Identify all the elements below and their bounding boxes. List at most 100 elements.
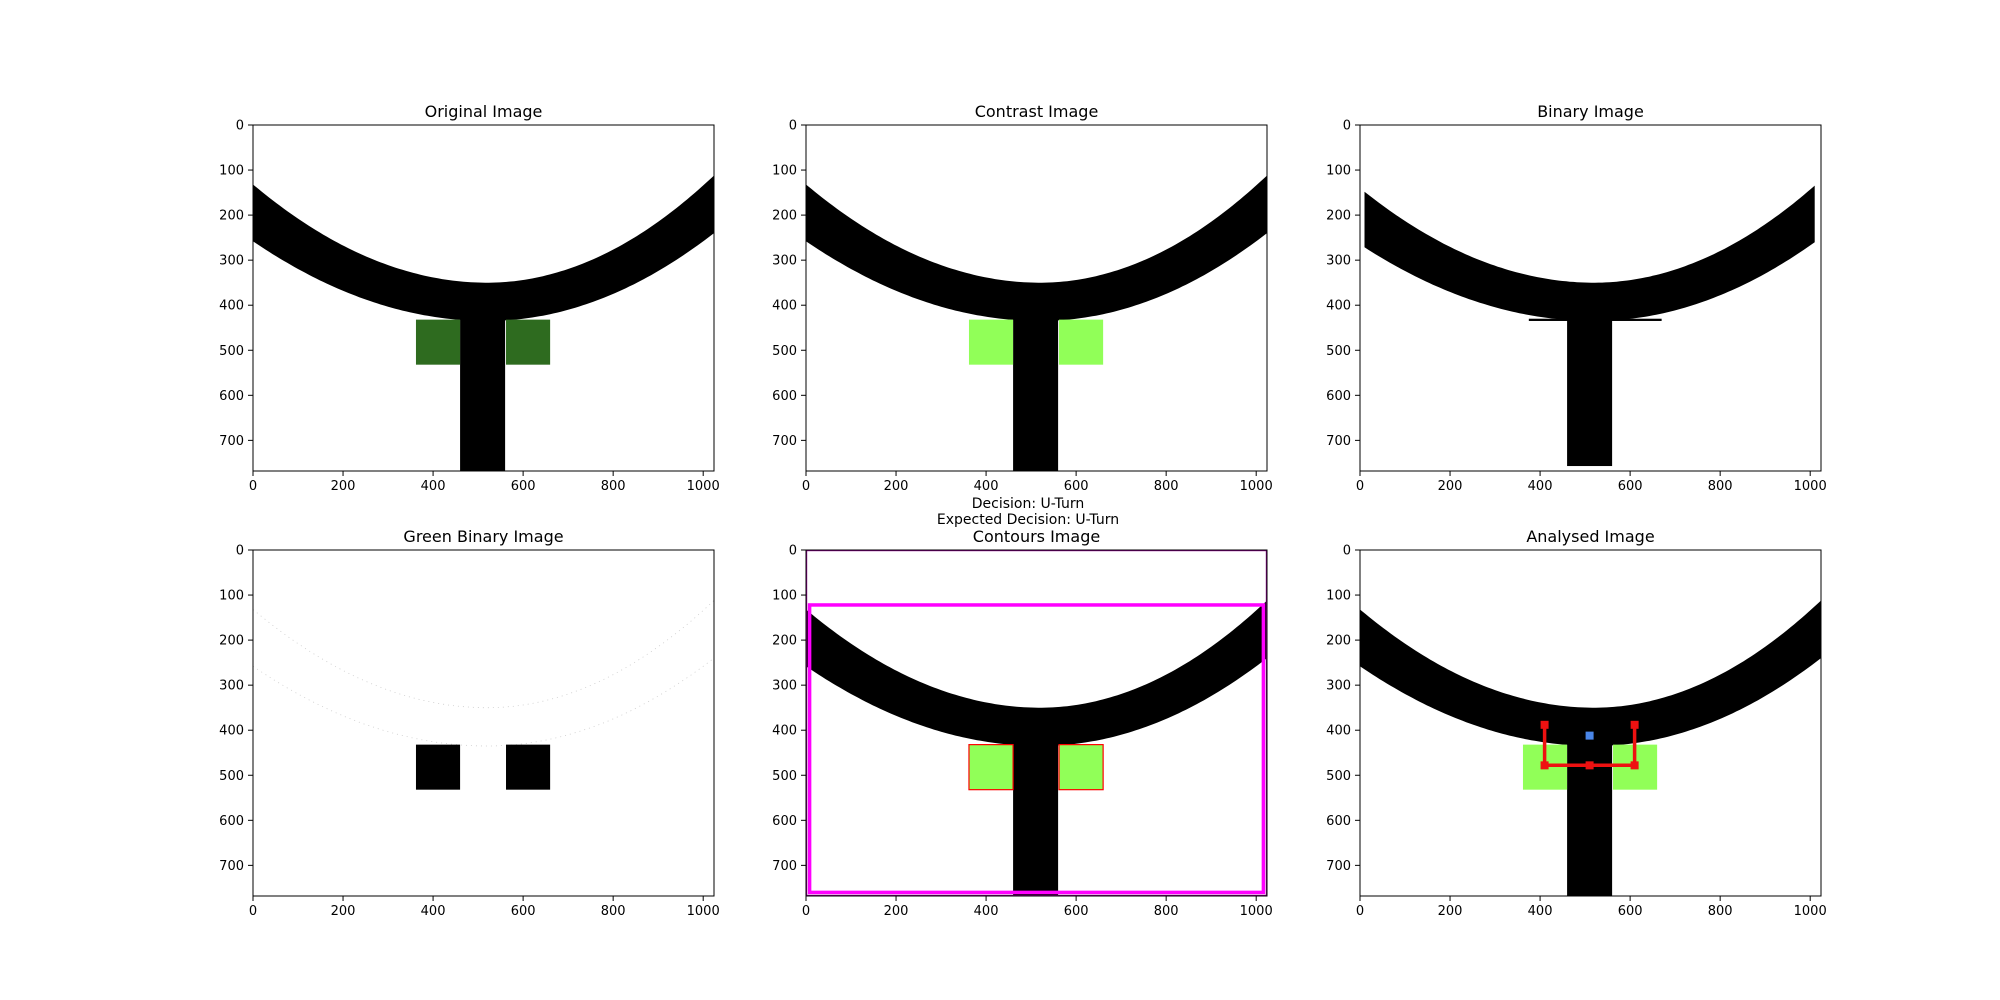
x-tick-label: 1000 [1240, 479, 1273, 494]
green-marker-2 [1059, 319, 1104, 365]
y-tick-label: 700 [772, 859, 797, 874]
x-tick-label: 200 [1438, 479, 1463, 494]
y-tick-label: 600 [219, 814, 244, 829]
x-tick-label: 200 [331, 479, 356, 494]
faint-track-edge [253, 600, 714, 709]
axes-frame [252, 549, 715, 897]
y-tick-label: 0 [1343, 544, 1351, 559]
y-tick-label: 700 [772, 434, 797, 449]
x-tick-label: 600 [1618, 904, 1643, 919]
y-tick-label: 300 [219, 254, 244, 269]
x-tick-label: 400 [421, 904, 446, 919]
analysis-point-2 [1540, 761, 1549, 770]
x-tick-label: 0 [802, 479, 810, 494]
subplot-6: Analysed Image 0 200 400 600 800 1000 0 100 200 30… [1326, 527, 1827, 919]
y-tick-label: 300 [772, 679, 797, 694]
y-tick-label: 600 [219, 389, 244, 404]
x-tick-label: 0 [249, 904, 257, 919]
green-contour-2 [1058, 744, 1104, 791]
x-tick-label: 800 [1154, 904, 1179, 919]
y-tick-label: 0 [1343, 119, 1351, 134]
track-stem [1013, 305, 1059, 471]
x-tick-label: 400 [974, 479, 999, 494]
y-tick-label: 600 [1326, 389, 1351, 404]
y-tick-label: 0 [789, 119, 797, 134]
analysis-point-3 [1585, 761, 1594, 770]
x-tick-label: 200 [884, 904, 909, 919]
y-tick-label: 500 [1326, 344, 1351, 359]
y-tick-label: 300 [1326, 254, 1351, 269]
y-tick-label: 200 [219, 209, 244, 224]
x-tick-label: 400 [1528, 479, 1553, 494]
y-tick-label: 700 [219, 859, 244, 874]
green-contour-1 [968, 744, 1014, 791]
green-marker-1 [415, 744, 461, 790]
y-tick-label: 200 [1326, 634, 1351, 649]
y-tick-label: 600 [1326, 814, 1351, 829]
analysis-point-4 [1630, 761, 1639, 770]
green-marker-2 [506, 744, 551, 790]
image-content [253, 125, 714, 471]
expected-decision-label: Expected Decision: U-Turn [936, 512, 1120, 528]
x-tick-label: 800 [1708, 479, 1733, 494]
decision-label: Decision: U-Turn [971, 496, 1085, 512]
track-stem [1567, 730, 1613, 896]
image-content [1360, 125, 1821, 471]
subplot-title: Green Binary Image [403, 527, 563, 546]
green-marker-1 [968, 744, 1014, 790]
y-tick-label: 100 [772, 164, 797, 179]
track-stem [1567, 305, 1613, 467]
y-tick-label: 200 [772, 209, 797, 224]
y-tick-label: 200 [1326, 209, 1351, 224]
x-tick-label: 400 [1528, 904, 1553, 919]
x-tick-label: 800 [601, 479, 626, 494]
x-tick-label: 200 [884, 479, 909, 494]
y-tick-label: 0 [236, 119, 244, 134]
x-tick-label: 600 [1064, 479, 1089, 494]
y-tick-label: 500 [772, 344, 797, 359]
y-tick-label: 400 [219, 299, 244, 314]
y-tick-label: 500 [772, 769, 797, 784]
x-tick-label: 1000 [1240, 904, 1273, 919]
x-tick-label: 800 [1708, 904, 1733, 919]
axes-frame [1359, 124, 1822, 472]
x-tick-label: 600 [1618, 479, 1643, 494]
x-tick-label: 0 [1356, 479, 1364, 494]
image-content [1360, 550, 1821, 896]
x-tick-label: 600 [1064, 904, 1089, 919]
x-tick-label: 600 [511, 479, 536, 494]
y-tick-label: 400 [219, 724, 244, 739]
subplot-1: Original Image 0 200 400 600 800 1000 0 100 200 30… [219, 102, 720, 494]
y-tick-label: 100 [219, 164, 244, 179]
x-tick-label: 0 [1356, 904, 1364, 919]
track-curve [1360, 600, 1821, 746]
x-tick-label: 0 [802, 904, 810, 919]
y-tick-label: 500 [1326, 769, 1351, 784]
track-curve [1364, 185, 1815, 321]
x-tick-label: 800 [601, 904, 626, 919]
image-content [806, 550, 1267, 896]
green-marker-1 [415, 319, 461, 365]
y-tick-label: 700 [219, 434, 244, 449]
subplot-title: Contours Image [973, 527, 1100, 546]
y-tick-label: 300 [1326, 679, 1351, 694]
track-stem [1013, 730, 1059, 896]
x-tick-label: 1000 [1794, 904, 1827, 919]
subplot-title: Binary Image [1537, 102, 1644, 121]
subplot-title: Original Image [425, 102, 543, 121]
subplot-5: Contours Image 0 200 400 600 800 1000 0 100 200 30… [772, 527, 1273, 919]
x-tick-label: 800 [1154, 479, 1179, 494]
image-background [253, 550, 714, 896]
y-tick-label: 300 [772, 254, 797, 269]
y-tick-label: 400 [1326, 724, 1351, 739]
subplot-title: Analysed Image [1526, 527, 1654, 546]
x-tick-label: 1000 [687, 904, 720, 919]
subplot-2: Contrast Image 0 200 400 600 800 1000 0 100 200 30… [772, 102, 1273, 494]
analysis-point-5 [1630, 720, 1639, 729]
x-tick-label: 200 [331, 904, 356, 919]
y-tick-label: 100 [1326, 164, 1351, 179]
y-tick-label: 700 [1326, 434, 1351, 449]
green-marker-1 [968, 319, 1014, 365]
subplot-4: Green Binary Image 0 200 400 600 800 1000 0 100 2… [219, 527, 720, 919]
